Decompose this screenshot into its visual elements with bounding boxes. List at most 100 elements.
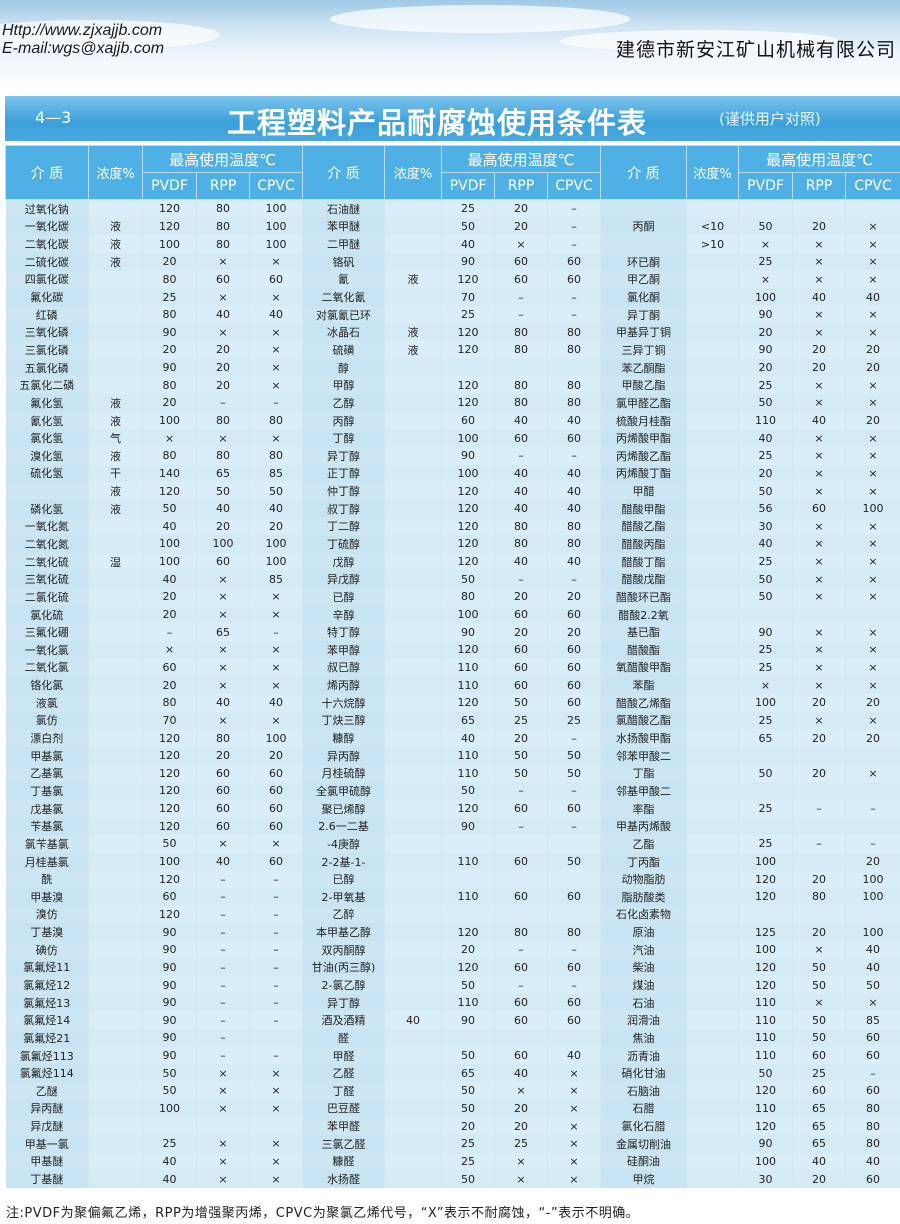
cell-pvdf: 25 [738,252,793,271]
cell-rpp: 60 [196,270,250,289]
cell-pvdf: 50 [441,570,495,589]
cell-medium: 三氯乙醛 [302,1134,385,1153]
cell-pvdf: 120 [441,376,495,395]
cell-cpvc: 80 [547,923,601,941]
cell-pvdf: 25 [738,641,793,659]
cell-medium: 邻苯甲酸二 [600,746,687,765]
cell-concentration [384,676,442,694]
cell-medium: 石油醚 [302,199,385,218]
header-rpp: RPP [196,172,250,200]
cell-cpvc: 20 [249,517,303,536]
cell-rpp: – [494,288,548,306]
cell-pvdf: 60 [142,658,197,677]
cell-cpvc: – [547,305,601,324]
cell-medium: 苯酯 [600,676,687,694]
cell-cpvc: × [249,641,303,659]
cell-pvdf: 25 [738,799,793,818]
cell-cpvc: 20 [845,411,900,430]
cell-rpp: 80 [196,729,250,747]
cell-concentration [384,1170,442,1188]
cell-concentration [88,1029,143,1047]
cell-rpp: – [196,1029,250,1047]
cell-pvdf: 25 [738,446,793,465]
cell-concentration [686,764,739,783]
cell-rpp: 80 [196,446,250,465]
cell-rpp: 20 [494,588,548,606]
cell-cpvc: × [547,1134,601,1153]
cell-rpp: × [792,429,846,447]
cell-concentration [88,658,143,677]
cell-concentration [88,1170,143,1188]
cell-concentration [686,887,739,906]
table-row: 氯氟烃113 90– – 甲醛 50 60 40 沥青油 110 60 60 [5,1046,900,1065]
cell-rpp: – [494,817,548,836]
table-number: 4—3 [35,108,72,127]
cell-rpp: – [196,923,250,941]
cell-rpp: × [196,1099,250,1118]
cell-concentration [88,1134,143,1153]
cell-cpvc: 60 [547,1011,601,1030]
cell-medium: 液氯 [5,693,89,712]
cell-medium: 水扬酸甲酯 [600,729,687,747]
cell-concentration [88,835,143,853]
cell-concentration [384,870,442,888]
cell-rpp: 80 [196,411,250,430]
cell-cpvc: – [547,729,601,747]
cell-pvdf: 50 [441,1170,495,1188]
cell-rpp: × [196,605,250,624]
cell-medium: 甲醛 [302,1046,385,1065]
cell-concentration [88,1117,143,1135]
cell-rpp [792,746,846,765]
cell-medium: 2-甲氧基 [302,887,385,906]
cell-concentration [88,270,143,289]
cell-cpvc: × [547,1082,601,1100]
cell-cpvc: – [249,887,303,906]
cell-medium: 石化卤素物 [600,905,687,924]
cell-concentration: >10 [686,235,739,253]
cell-pvdf: 120 [142,905,197,924]
cell-medium: 双丙酮醇 [302,940,385,959]
cloud-decoration [560,30,840,52]
cell-concentration: 液 [88,394,143,412]
cell-rpp: 20 [494,1099,548,1118]
table-row: 乙醚 50 × × 丁醛 50 × × 石脑油 120 60 60 [5,1082,900,1100]
cell-concentration: 气 [88,429,143,447]
cell-concentration [384,499,442,518]
cell-medium: 过氧化钠 [5,199,89,218]
header-pvdf: PVDF [142,172,197,200]
cell-rpp: × [792,252,846,271]
cell-concentration [88,588,143,606]
cell-pvdf: 110 [441,658,495,677]
cell-cpvc: × [249,288,303,306]
cell-pvdf: 90 [142,1029,197,1047]
cell-medium: 氯氟烃14 [5,1011,89,1030]
email-address[interactable]: E-mail:wgs@xajjb.com [2,40,165,57]
cell-cpvc [547,835,601,853]
cell-cpvc: – [249,870,303,888]
cell-concentration [686,552,739,571]
cell-concentration [88,905,143,924]
cell-medium: 率酯 [600,799,687,818]
website-url[interactable]: Http://www.zjxajjb.com [2,22,163,39]
table-row: 一氧化氯 × × × 苯甲醇 120 60 60 醋酸酯 25 × × [5,641,900,659]
cell-concentration [384,1117,442,1135]
cell-rpp: 40 [196,499,250,518]
cell-concentration [88,358,143,377]
cell-cpvc: 100 [249,217,303,236]
cell-cpvc: 20 [845,693,900,712]
cell-medium: 丁基溴 [5,923,89,941]
cell-medium: 糠醛 [302,1152,385,1171]
cell-concentration [686,729,739,747]
table-row: 丁基氯 120 60 60 全氯甲硫醇 50– – 邻基甲酸二 [5,782,900,800]
cell-cpvc: × [845,993,900,1012]
cell-medium: 氯氟烃13 [5,993,89,1012]
cell-cpvc: 80 [547,517,601,536]
cell-cpvc: × [845,676,900,694]
cell-cpvc: 60 [547,270,601,289]
cell-medium: 二甲醚 [302,235,385,253]
cell-concentration [686,1099,739,1118]
cell-concentration [384,446,442,465]
cell-cpvc: – [547,288,601,306]
cell-concentration [686,1064,739,1083]
cell-concentration [686,429,739,447]
